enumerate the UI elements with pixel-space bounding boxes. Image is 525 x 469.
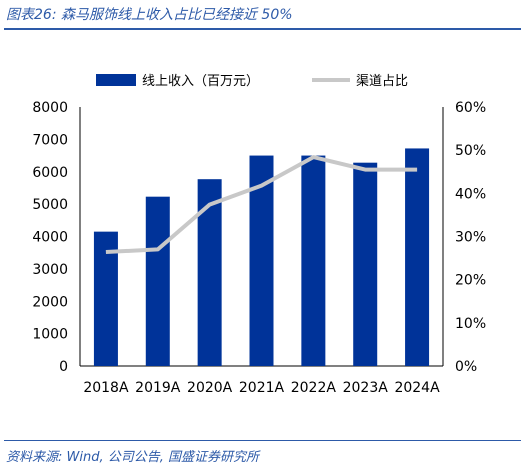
legend-label-line: 渠道占比: [356, 74, 408, 89]
legend-swatch-bars: [96, 74, 136, 86]
left-tick-label: 8000: [32, 100, 68, 116]
left-tick-label: 5000: [32, 197, 68, 213]
source-note: 资料来源: Wind, 公司公告, 国盛证券研究所: [6, 450, 259, 465]
right-tick-label: 60%: [455, 100, 486, 116]
bar-2023A: [353, 162, 378, 366]
x-tick-label: 2020A: [187, 380, 233, 396]
left-tick-label: 3000: [32, 262, 68, 278]
x-tick-label: 2023A: [343, 380, 389, 396]
left-tick-label: 1000: [32, 327, 68, 343]
bar-2024A: [405, 148, 430, 366]
legend: 线上收入（百万元） 渠道占比: [96, 74, 408, 89]
chart-title: 图表26: 森马服饰线上收入占比已经接近 50%: [6, 7, 293, 23]
right-tick-label: 50%: [455, 143, 486, 159]
chart: 线上收入（百万元） 渠道占比 0 1000 2000 3000 4000 5000 6000…: [32, 74, 486, 396]
legend-label-bars: 线上收入（百万元）: [142, 74, 259, 89]
x-tick-label: 2022A: [291, 380, 337, 396]
bar-2022A: [301, 155, 326, 366]
x-tick-label: 2021A: [239, 380, 285, 396]
bar-2018A: [93, 231, 118, 366]
left-tick-label: 0: [59, 359, 68, 375]
bar-2020A: [197, 179, 222, 366]
footer-rule: [4, 440, 521, 441]
right-tick-label: 20%: [455, 273, 486, 289]
right-tick-label: 40%: [455, 186, 486, 202]
left-tick-label: 6000: [32, 165, 68, 181]
tick-labels: 0 1000 2000 3000 4000 5000 6000 7000 8000 0% 10% 20…: [32, 100, 486, 396]
left-tick-label: 2000: [32, 294, 68, 310]
left-tick-label: 4000: [32, 230, 68, 246]
bar-series: [93, 148, 430, 366]
left-tick-label: 7000: [32, 132, 68, 148]
right-tick-label: 10%: [455, 316, 486, 332]
bar-2019A: [145, 196, 170, 366]
line-series: [105, 155, 418, 254]
right-tick-label: 0%: [455, 359, 477, 375]
x-tick-label: 2019A: [135, 380, 181, 396]
x-tick-label: 2024A: [394, 380, 440, 396]
title-rule: [4, 28, 521, 30]
right-tick-label: 30%: [455, 230, 486, 246]
x-tick-label: 2018A: [83, 380, 129, 396]
